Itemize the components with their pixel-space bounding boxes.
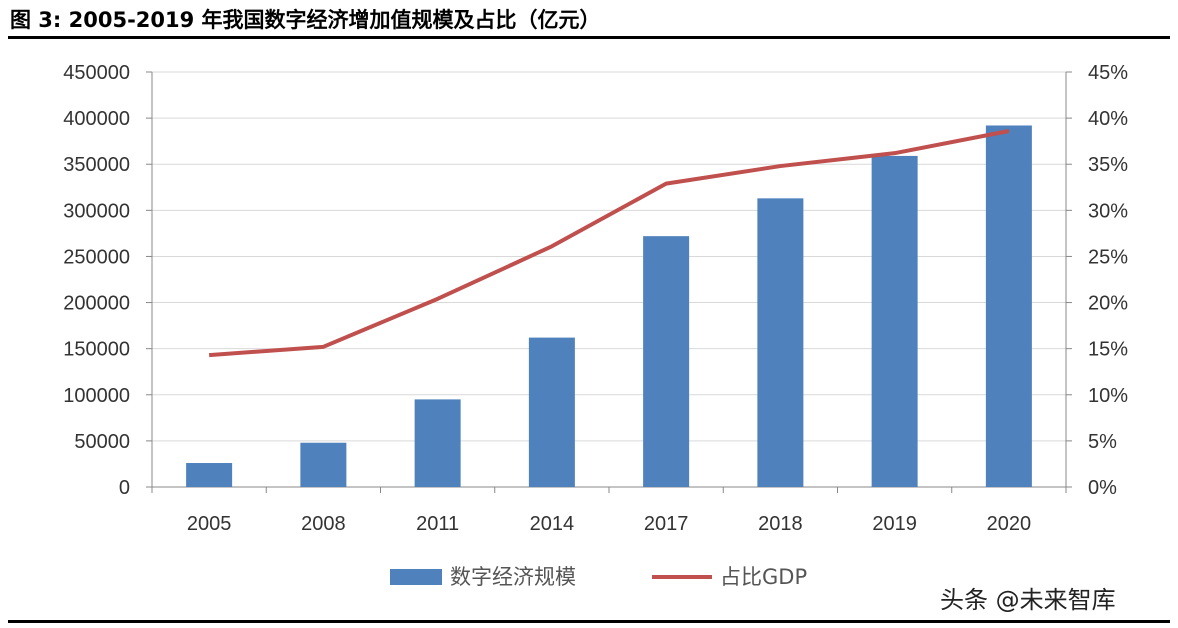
legend-bar-label: 数字经济规模 <box>450 565 576 589</box>
right-tick-label: 45% <box>1088 62 1128 84</box>
bar <box>300 442 347 487</box>
x-tick-label: 2019 <box>872 513 917 535</box>
left-tick-label: 0 <box>119 477 130 499</box>
left-tick-label: 100000 <box>63 385 130 407</box>
bar <box>186 463 233 487</box>
bar <box>757 198 804 487</box>
x-tick-label: 2008 <box>301 513 346 535</box>
right-tick-label: 20% <box>1088 293 1128 315</box>
right-tick-label: 35% <box>1088 154 1128 176</box>
right-tick-label: 15% <box>1088 339 1128 361</box>
bar <box>528 337 575 487</box>
left-tick-label: 400000 <box>63 108 130 130</box>
top-rule <box>8 36 1170 39</box>
left-tick-label: 250000 <box>63 246 130 268</box>
x-tick-label: 2018 <box>758 513 803 535</box>
bottom-rule <box>8 620 1170 623</box>
x-tick-label: 2005 <box>187 513 232 535</box>
watermark: 头条 @未来智库 <box>940 586 1116 614</box>
x-tick-label: 2011 <box>416 513 459 535</box>
right-tick-label: 5% <box>1088 431 1117 453</box>
bar <box>871 155 918 487</box>
right-tick-label: 30% <box>1088 200 1128 222</box>
bar <box>985 125 1032 487</box>
bar <box>414 399 461 487</box>
x-tick-label: 2020 <box>987 513 1032 535</box>
legend-bar-swatch <box>390 569 442 585</box>
x-tick-label: 2017 <box>644 513 689 535</box>
left-tick-label: 150000 <box>63 339 130 361</box>
right-tick-label: 40% <box>1088 108 1128 130</box>
bar <box>643 236 690 487</box>
left-tick-label: 450000 <box>63 62 130 84</box>
left-tick-label: 50000 <box>74 431 130 453</box>
line-series <box>208 129 1010 358</box>
right-tick-label: 0% <box>1088 477 1117 499</box>
legend-line-label: 占比GDP <box>720 565 807 589</box>
right-tick-label: 25% <box>1088 246 1128 268</box>
left-tick-label: 350000 <box>63 154 130 176</box>
left-tick-label: 300000 <box>63 200 130 222</box>
x-tick-label: 2014 <box>530 513 575 535</box>
right-tick-label: 10% <box>1088 385 1128 407</box>
left-tick-label: 200000 <box>63 293 130 315</box>
figure-title: 图 3: 2005-2019 年我国数字经济增加值规模及占比（亿元） <box>10 8 601 32</box>
